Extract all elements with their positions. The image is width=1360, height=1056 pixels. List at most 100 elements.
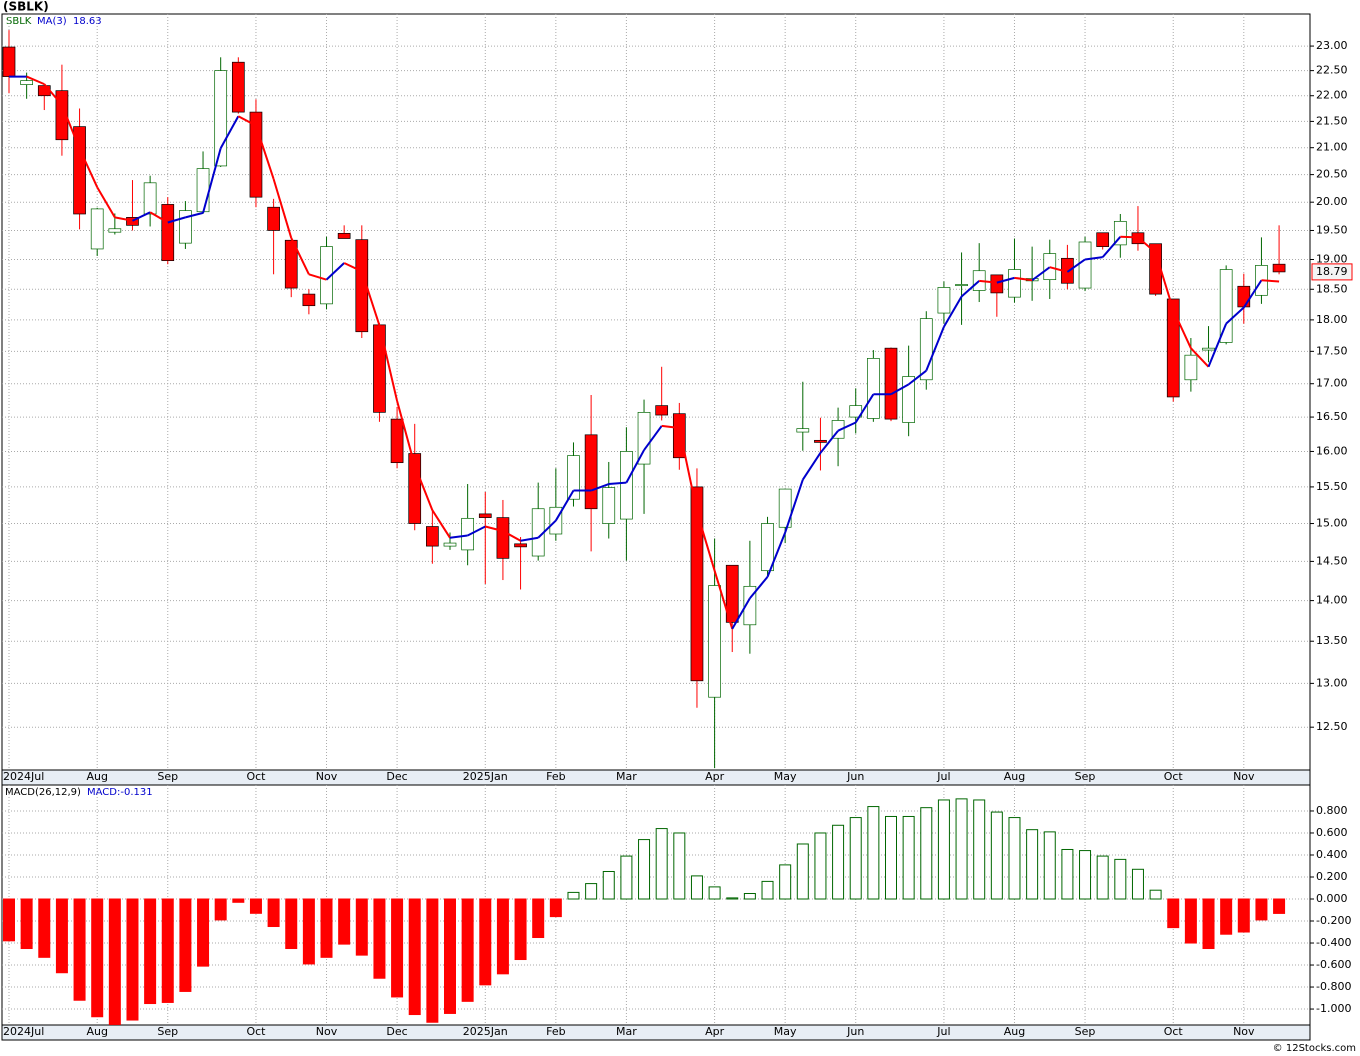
y-tick-label: 21.00 — [1316, 141, 1348, 154]
x-tick-label: Nov — [1233, 1025, 1255, 1038]
candle-body — [602, 487, 616, 524]
macd-bar — [885, 815, 897, 900]
macd-bar — [214, 898, 227, 921]
x-tick-label: Aug — [86, 1025, 107, 1038]
y-tick-label: 19.50 — [1316, 223, 1348, 236]
ma-segment — [590, 483, 610, 492]
macd-bar — [655, 828, 668, 900]
ma-segment — [554, 490, 575, 522]
macd-bar — [1043, 831, 1056, 900]
ma-segment — [272, 178, 293, 239]
footer: © 12Stocks.com — [1273, 1043, 1356, 1054]
ma-segment — [731, 597, 751, 630]
macd-bar — [1026, 829, 1039, 900]
ma-segment — [78, 148, 99, 188]
candle-body — [1237, 285, 1251, 308]
x-tick-label: Oct — [246, 1025, 266, 1038]
macd-bar — [708, 886, 721, 900]
ma-segment — [1120, 235, 1138, 239]
ma-segment — [26, 75, 45, 86]
ma-segment — [1031, 266, 1051, 282]
x-tick-label: 2025Jan — [463, 1025, 508, 1038]
macd-bar — [920, 807, 933, 900]
candle-body — [90, 208, 104, 250]
ma-segment — [713, 570, 734, 630]
ma-segment — [661, 424, 680, 429]
ma-segment — [678, 427, 698, 512]
y-tick-label: -0.600 — [1316, 958, 1351, 971]
ma-segment — [801, 452, 822, 481]
candle-body — [1184, 354, 1198, 381]
macd-bar — [973, 799, 986, 900]
macd-bar — [38, 898, 51, 958]
x-tick-label: Jun — [846, 770, 864, 783]
x-tick-label: 2024Jul — [3, 770, 44, 783]
y-tick-label: 21.50 — [1316, 114, 1348, 127]
macd-bar — [779, 864, 792, 900]
x-tick-label: Oct — [1164, 770, 1184, 783]
macd-bar — [73, 898, 86, 1001]
candle-body — [390, 418, 404, 464]
macd-bar — [814, 832, 827, 900]
macd-bar — [796, 843, 809, 900]
ma-segment — [819, 430, 839, 454]
macd-bar — [232, 898, 245, 903]
ma-segment — [943, 296, 963, 328]
y-tick-label: 18.00 — [1316, 313, 1348, 326]
macd-bar — [955, 798, 968, 900]
macd-bar — [3, 898, 15, 942]
y-tick-label: -0.400 — [1316, 936, 1351, 949]
candle-body — [584, 434, 598, 510]
candle-body — [196, 168, 210, 213]
x-tick-label: Dec — [386, 770, 407, 783]
ma-segment — [60, 104, 81, 150]
x-tick-label: May — [774, 770, 797, 783]
macd-bar — [1273, 898, 1286, 914]
x-tick-label: Mar — [616, 770, 637, 783]
last-price-label: 18.79 — [1316, 265, 1348, 278]
candle-body — [1272, 263, 1286, 273]
macd-bar — [1220, 898, 1233, 935]
macd-bar — [1167, 898, 1180, 929]
ma-segment — [396, 400, 416, 466]
macd-bar — [532, 898, 545, 939]
candle-body — [955, 284, 968, 287]
candle-body — [55, 90, 69, 141]
macd-bar — [249, 898, 262, 914]
ma-segment — [749, 576, 769, 599]
ma-segment — [132, 211, 151, 222]
x-tick-label: Jul — [936, 770, 950, 783]
macd-bar — [426, 898, 439, 1023]
y-tick-label: 23.00 — [1316, 39, 1348, 52]
x-tick-label: Nov — [316, 1025, 338, 1038]
macd-bar — [1237, 898, 1250, 933]
macd-bar — [1096, 855, 1109, 900]
candle-body — [567, 455, 580, 500]
x-tick-label: 2025Jan — [463, 770, 508, 783]
x-tick-label: Sep — [157, 770, 178, 783]
macd-bar — [990, 811, 1003, 900]
macd-bar — [902, 815, 915, 900]
macd-bar — [620, 855, 633, 900]
chart-title: (SBLK) — [3, 0, 49, 14]
x-tick-label: Feb — [546, 770, 565, 783]
ma-segment — [431, 509, 451, 539]
macd-bar — [461, 898, 474, 1002]
ma-segment — [1084, 256, 1103, 261]
candle-body — [126, 217, 139, 226]
candle-body — [1078, 241, 1092, 289]
ma-segment — [485, 525, 504, 532]
macd-bar — [320, 898, 333, 958]
ma-segment — [625, 449, 645, 484]
x-tick-label: Aug — [1004, 770, 1025, 783]
y-tick-label: 22.00 — [1316, 89, 1348, 102]
candle-body — [337, 232, 351, 239]
ma-segment — [290, 237, 310, 275]
candle-body — [761, 523, 774, 572]
x-tick-label: Nov — [1233, 770, 1255, 783]
y-tick-label: 12.50 — [1316, 720, 1348, 733]
y-tick-label: 22.50 — [1316, 64, 1348, 77]
last-price-box — [1311, 263, 1353, 281]
candle-body — [655, 405, 669, 416]
macd-bar — [743, 893, 756, 900]
